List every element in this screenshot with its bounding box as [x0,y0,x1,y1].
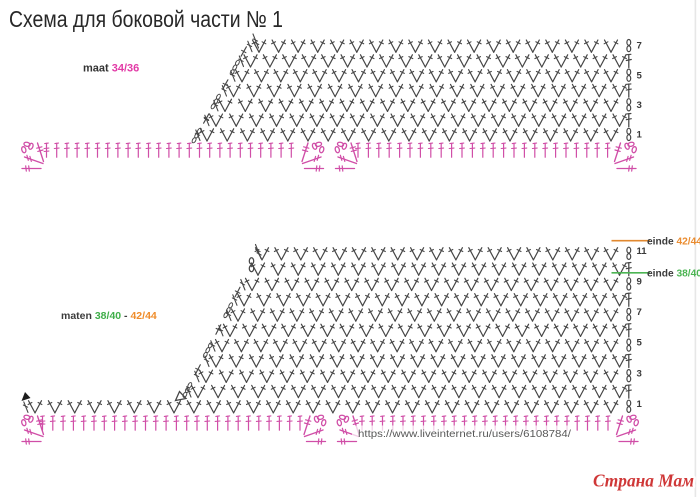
svg-text:einde 42/44: einde 42/44 [647,237,700,248]
svg-text:5: 5 [637,70,643,81]
svg-text:maat 34/36: maat 34/36 [83,63,139,75]
svg-text:einde 38/40: einde 38/40 [647,269,700,280]
svg-text:3: 3 [637,368,642,379]
svg-text:7: 7 [637,307,642,318]
svg-text:1: 1 [637,130,643,141]
svg-text:maten 38/40 - 42/44: maten 38/40 - 42/44 [61,310,157,322]
svg-text:7: 7 [637,41,642,52]
svg-text:Страна Мам: Страна Мам [593,471,694,491]
svg-text:https://www.liveinternet.ru/us: https://www.liveinternet.ru/users/610878… [358,429,571,440]
svg-text:Схема для боковой части № 1: Схема для боковой части № 1 [9,6,283,32]
svg-text:3: 3 [637,100,642,111]
svg-text:9: 9 [637,277,642,288]
svg-text:1: 1 [637,399,643,410]
svg-text:5: 5 [637,338,643,349]
svg-text:11: 11 [637,246,648,257]
